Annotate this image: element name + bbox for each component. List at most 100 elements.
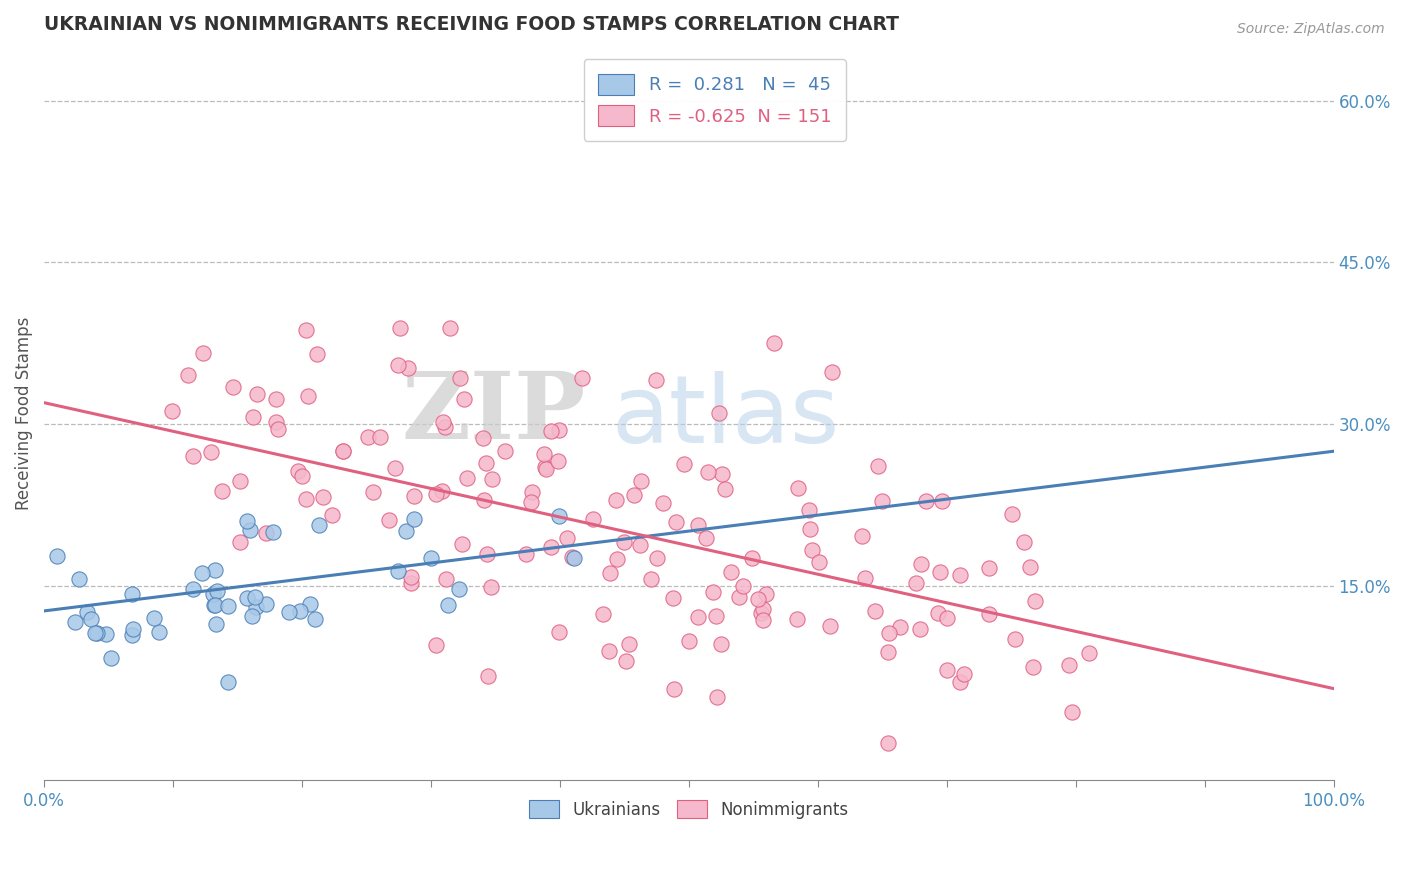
Point [204,598,226,612]
Point [402,489,425,503]
Point [547,508,569,523]
Point [420,551,443,566]
Point [494,443,516,458]
Point [471,432,494,446]
Point [536,462,558,476]
Point [741,550,763,565]
Point [540,540,562,554]
Point [706,690,728,704]
Point [787,481,810,495]
Point [453,392,475,406]
Point [472,493,495,508]
Point [1012,535,1035,549]
Point [357,430,380,444]
Point [266,421,288,435]
Point [818,619,841,633]
Point [936,611,959,625]
Point [686,609,709,624]
Point [547,423,569,437]
Point [190,566,212,581]
Point [387,564,409,578]
Point [868,459,890,474]
Point [387,358,409,372]
Point [645,551,668,566]
Point [644,373,666,387]
Point [949,568,972,582]
Point [704,609,727,624]
Point [193,346,215,360]
Point [76,605,98,619]
Point [786,612,808,626]
Point [800,543,823,558]
Point [404,512,426,526]
Point [870,494,893,508]
Point [63,615,86,630]
Point [332,444,354,458]
Point [297,389,319,403]
Point [520,495,543,509]
Point [295,492,318,507]
Point [877,735,900,749]
Point [142,611,165,625]
Point [599,566,621,581]
Point [295,323,318,337]
Point [388,321,411,335]
Point [264,392,287,406]
Point [245,600,267,615]
Point [449,370,471,384]
Point [799,522,821,536]
Point [851,529,873,543]
Point [80,612,103,626]
Point [533,459,555,474]
Point [439,320,461,334]
Point [908,622,931,636]
Point [236,591,259,606]
Point [561,549,583,564]
Point [755,587,778,601]
Point [1004,632,1026,646]
Point [522,485,544,500]
Point [953,666,976,681]
Point [592,607,614,621]
Point [332,443,354,458]
Point [399,575,422,590]
Point [562,551,585,566]
Point [582,512,605,526]
Point [181,449,204,463]
Point [547,454,569,468]
Point [425,487,447,501]
Point [474,456,496,470]
Point [243,590,266,604]
Point [217,675,239,690]
Point [614,654,637,668]
Point [425,638,447,652]
Point [477,669,499,683]
Point [398,361,420,376]
Point [752,602,775,616]
Point [688,517,710,532]
Point [515,547,537,561]
Point [183,582,205,596]
Point [979,607,1001,621]
Point [853,571,876,585]
Point [450,536,472,550]
Point [728,590,751,604]
Point [229,475,252,489]
Point [176,368,198,382]
Point [931,493,953,508]
Point [240,608,263,623]
Y-axis label: Receiving Food Stamps: Receiving Food Stamps [15,317,32,510]
Point [395,524,418,538]
Text: ZIP: ZIP [402,368,586,458]
Point [662,682,685,697]
Point [305,347,328,361]
Point [456,471,478,485]
Point [949,674,972,689]
Point [696,465,718,479]
Text: atlas: atlas [612,371,839,463]
Point [432,416,454,430]
Point [702,584,724,599]
Point [479,580,502,594]
Point [217,599,239,614]
Point [713,482,735,496]
